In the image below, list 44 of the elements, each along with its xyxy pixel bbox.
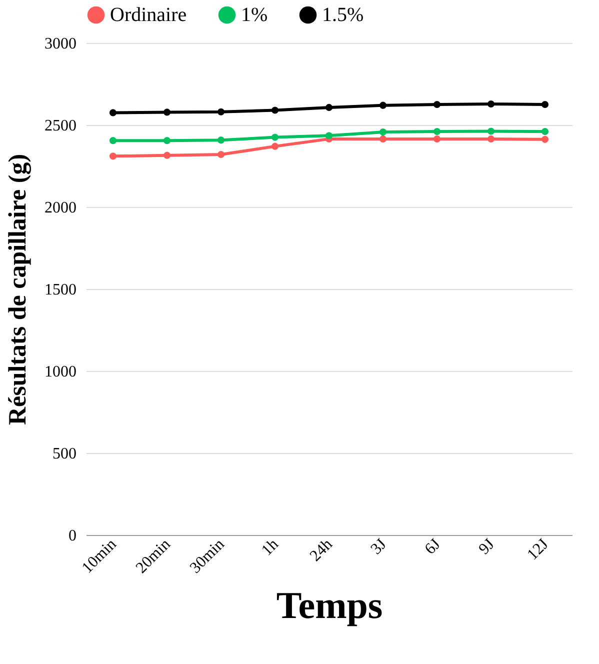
point bbox=[163, 137, 171, 144]
point bbox=[217, 136, 225, 144]
point bbox=[271, 142, 279, 150]
point bbox=[379, 128, 387, 136]
point bbox=[379, 135, 387, 142]
point bbox=[487, 100, 495, 108]
point bbox=[271, 106, 279, 114]
x-axis-title: Temps bbox=[276, 585, 383, 628]
point bbox=[433, 135, 441, 142]
y-tick-label: 1000 bbox=[44, 364, 76, 380]
point bbox=[109, 137, 117, 144]
point bbox=[541, 128, 549, 136]
y-tick-label: 500 bbox=[52, 446, 76, 462]
point bbox=[433, 128, 441, 136]
point bbox=[433, 100, 441, 108]
point bbox=[487, 128, 495, 135]
point bbox=[163, 108, 171, 116]
y-tick-label: 0 bbox=[68, 528, 76, 544]
point bbox=[271, 134, 279, 141]
point bbox=[163, 152, 171, 159]
legend-label: 1% bbox=[241, 4, 268, 26]
x-tick-label: 1h bbox=[258, 536, 282, 560]
x-tick-label: 6J bbox=[422, 536, 444, 558]
x-tick-label: 12J bbox=[524, 536, 552, 564]
point bbox=[217, 108, 225, 116]
point bbox=[541, 136, 549, 143]
legend-label: 1.5% bbox=[322, 4, 364, 26]
y-axis-title: Résultats de capillaire (g) bbox=[4, 154, 32, 426]
point bbox=[487, 135, 495, 142]
y-tick-label: 2500 bbox=[44, 118, 76, 134]
y-tick-label: 1500 bbox=[44, 282, 76, 298]
x-tick-label: 3J bbox=[368, 536, 390, 558]
point bbox=[109, 152, 117, 160]
y-tick-label: 3000 bbox=[44, 36, 76, 52]
y-tick-label: 2000 bbox=[44, 200, 76, 216]
point bbox=[325, 132, 333, 140]
x-tick-label: 9J bbox=[476, 536, 498, 558]
point bbox=[541, 100, 549, 108]
point bbox=[379, 102, 387, 109]
legend-label: Ordinaire bbox=[110, 4, 187, 26]
point bbox=[217, 150, 225, 158]
x-tick-label: 24h bbox=[306, 536, 336, 565]
point bbox=[109, 109, 117, 116]
point bbox=[325, 104, 333, 111]
